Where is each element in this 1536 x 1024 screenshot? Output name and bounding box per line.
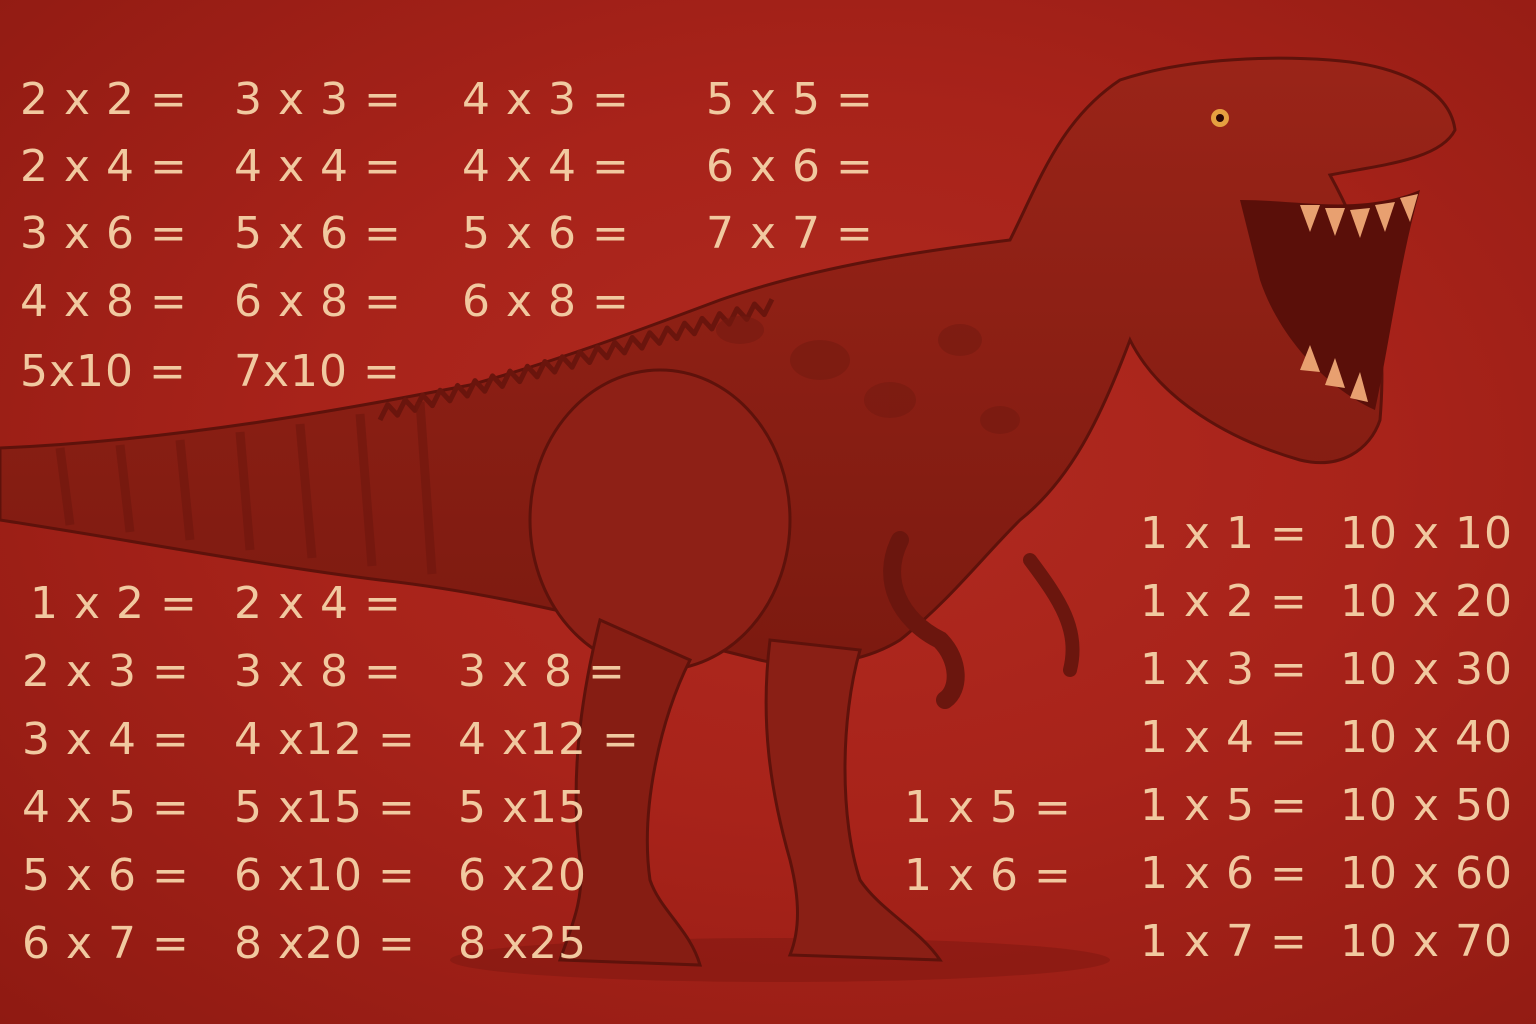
equation: 8 x20 = — [234, 918, 416, 969]
equation: 4 x 4 = — [462, 141, 630, 192]
equation: 8 x25 — [458, 918, 588, 969]
equation: 7 x 7 = — [706, 208, 874, 259]
equation: 1 x 7 = — [1140, 916, 1308, 967]
equation: 6 x 8 = — [234, 276, 402, 327]
equation: 1 x 2 = — [30, 578, 198, 629]
equation: 2 x 4 = — [234, 578, 402, 629]
equation: 5 x 6 = — [462, 208, 630, 259]
equation: 1 x 5 = — [1140, 780, 1308, 831]
equation: 7x10 = — [234, 346, 401, 397]
equation: 5 x15 — [458, 782, 588, 833]
equation: 1 x 6 = — [1140, 848, 1308, 899]
equation: 10 x 50 — [1340, 780, 1513, 831]
equation: 6 x 7 = — [22, 918, 190, 969]
equation: 3 x 3 = — [234, 74, 402, 125]
equation: 10 x 60 — [1340, 848, 1513, 899]
equation: 6 x20 — [458, 850, 588, 901]
equation: 6 x10 = — [234, 850, 416, 901]
equation: 3 x 8 = — [234, 646, 402, 697]
equation: 10 x 10 — [1340, 508, 1513, 559]
equation: 4 x 8 = — [20, 276, 188, 327]
equation: 2 x 3 = — [22, 646, 190, 697]
equation: 6 x 8 = — [462, 276, 630, 327]
equation: 1 x 5 = — [904, 782, 1072, 833]
equation: 2 x 2 = — [20, 74, 188, 125]
equation: 4 x12 = — [234, 714, 416, 765]
equation: 1 x 6 = — [904, 850, 1072, 901]
equation: 1 x 2 = — [1140, 576, 1308, 627]
equation: 1 x 4 = — [1140, 712, 1308, 763]
equation: 10 x 40 — [1340, 712, 1513, 763]
equation: 4 x12 = — [458, 714, 640, 765]
equation: 3 x 6 = — [20, 208, 188, 259]
equation: 5 x 5 = — [706, 74, 874, 125]
equation: 10 x 20 — [1340, 576, 1513, 627]
equation: 3 x 4 = — [22, 714, 190, 765]
equation: 10 x 30 — [1340, 644, 1513, 695]
equation: 6 x 6 = — [706, 141, 874, 192]
equation: 4 x 4 = — [234, 141, 402, 192]
equation: 3 x 8 = — [458, 646, 626, 697]
equation: 2 x 4 = — [20, 141, 188, 192]
equation: 5 x 6 = — [234, 208, 402, 259]
equation: 10 x 70 — [1340, 916, 1513, 967]
equation: 5x10 = — [20, 346, 187, 397]
equation: 5 x15 = — [234, 782, 416, 833]
equation: 4 x 3 = — [462, 74, 630, 125]
equation: 1 x 1 = — [1140, 508, 1308, 559]
equation: 4 x 5 = — [22, 782, 190, 833]
equation: 5 x 6 = — [22, 850, 190, 901]
equation: 1 x 3 = — [1140, 644, 1308, 695]
